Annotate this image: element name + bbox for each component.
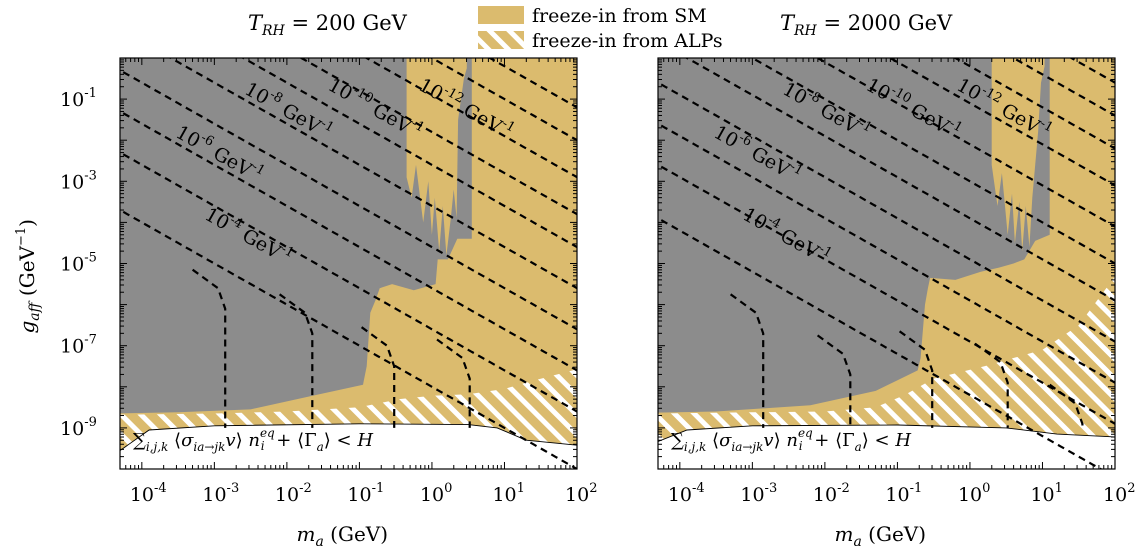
region-inequality-label: ∑i,j,k ⟨σia→jkv⟩ neq i + ⟨Γa⟩ < H [133, 426, 373, 454]
region-inequality-label: ∑i,j,k ⟨σia→jkv⟩ neq i + ⟨Γa⟩ < H [671, 426, 911, 454]
x-tick-label: 101 [1030, 481, 1062, 506]
x-tick-label: 10-2 [813, 481, 850, 506]
coupling-contour [658, 81, 1115, 343]
coupling-contour [168, 58, 577, 290]
coupling-contour [750, 58, 1115, 265]
panel-title: TRH = 2000 GeV [780, 11, 953, 39]
coupling-contour-drop [191, 268, 227, 428]
coupling-contour [658, 122, 1115, 384]
coupling-contour [120, 151, 577, 413]
coupling-contour [658, 216, 1103, 469]
freeze-in-alps-region [120, 369, 577, 451]
coupling-contour-drop [360, 326, 396, 428]
x-axis-label: ma (GeV) [835, 522, 927, 550]
coupling-contour [241, 58, 577, 249]
x-tick-label: 102 [1103, 481, 1135, 506]
coupling-contour [815, 58, 1115, 228]
x-tick-label: 10-2 [275, 481, 312, 506]
y-axis [658, 57, 1115, 470]
coupling-contour-drop [974, 342, 1009, 428]
legend-label: freeze-in from ALPs [532, 30, 723, 52]
y-axis: 10-1 10-3 10-5 10-7 10-9 [60, 57, 577, 470]
coupling-contour-drop [898, 330, 934, 428]
x-tick-label: 10-1 [347, 481, 384, 506]
y-axis-label: gaff (GeV−1) [14, 219, 43, 333]
plot-area: 10-4 GeV-110-6 GeV-110-8 GeV-110-10 GeV-… [658, 58, 1115, 469]
legend-swatch-sm [478, 6, 524, 24]
legend: freeze-in from SM freeze-in from ALPs [478, 5, 723, 52]
x-tick-label: 10-4 [130, 481, 167, 506]
coupling-contour-drop [278, 293, 314, 428]
panel-title: TRH = 200 GeV [248, 11, 408, 39]
panel-trh-2000: 10-4 GeV-110-6 GeV-110-8 GeV-110-10 GeV-… [657, 11, 1135, 550]
x-tick-label: 10-1 [885, 481, 922, 506]
x-tick-label: 101 [492, 481, 524, 506]
x-axis: 10-4 10-3 10-2 10-1 100 101 102 [119, 58, 597, 506]
freeze-in-alps-region [658, 276, 1115, 442]
plot-area: 10-4 GeV-110-6 GeV-110-8 GeV-110-10 GeV-… [120, 58, 577, 469]
boundary-line [658, 424, 1115, 442]
x-tick-label: 10-3 [202, 481, 239, 506]
x-tick-label: 102 [565, 481, 597, 506]
y-tick-label: 10-3 [60, 168, 97, 193]
y-tick-label: 10-9 [60, 415, 97, 440]
x-tick-label: 10-4 [668, 481, 705, 506]
coupling-contour-drop [729, 293, 765, 428]
no-freeze-in-region [658, 425, 1115, 469]
x-tick-label: 10-3 [740, 481, 777, 506]
x-axis: 10-4 10-3 10-2 10-1 100 101 102 [657, 58, 1135, 506]
y-tick-label: 10-1 [60, 86, 97, 111]
x-tick-label: 100 [420, 481, 452, 506]
coupling-contour [120, 208, 577, 469]
coupling-contour-drop [1049, 383, 1084, 428]
coupling-contour [658, 163, 1115, 426]
excluded-region [120, 58, 472, 414]
coupling-contour [120, 68, 577, 331]
x-axis-label: ma (GeV) [297, 522, 389, 550]
coupling-contour [684, 58, 1115, 302]
no-freeze-in-region [120, 423, 577, 469]
y-tick-label: 10-5 [60, 251, 97, 276]
coupling-contour-drop [816, 334, 852, 428]
legend-label: freeze-in from SM [532, 5, 707, 27]
coupling-contour [299, 58, 577, 216]
x-tick-label: 100 [958, 481, 990, 506]
coupling-contour [120, 110, 577, 372]
coupling-contour-drop [436, 338, 471, 428]
y-tick-label: 10-7 [60, 333, 97, 358]
panel-trh-200: 10-4 GeV-110-6 GeV-110-8 GeV-110-10 GeV-… [14, 11, 597, 550]
legend-swatch-alps [478, 31, 524, 49]
